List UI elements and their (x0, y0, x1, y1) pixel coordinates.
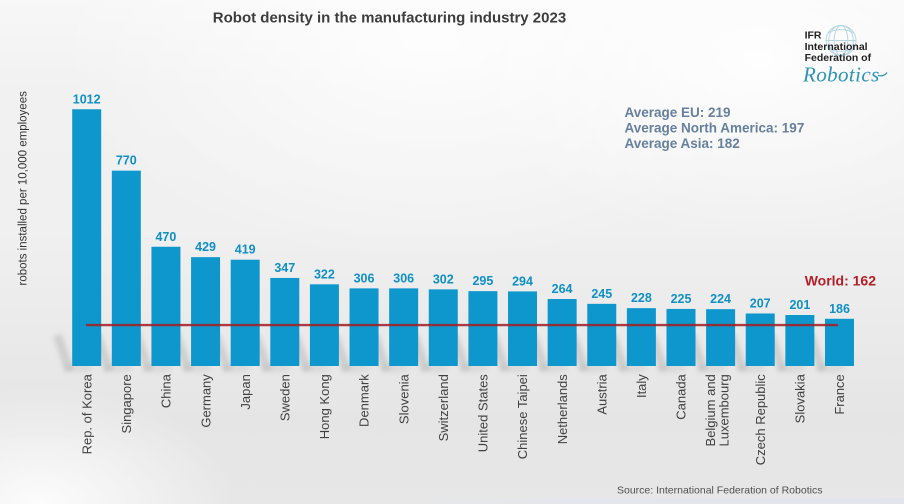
svg-text:Chinese Taipei: Chinese Taipei (515, 374, 530, 459)
svg-text:Singapore: Singapore (119, 374, 134, 433)
svg-text:Sweden: Sweden (278, 374, 293, 421)
svg-text:IFR: IFR (805, 30, 822, 42)
svg-text:Source: International Federati: Source: International Federation of Robo… (617, 485, 822, 497)
svg-text:Italy: Italy (634, 374, 649, 398)
svg-text:186: 186 (829, 302, 850, 316)
svg-text:Canada: Canada (674, 373, 689, 419)
svg-text:World: 162: World: 162 (805, 273, 877, 289)
svg-text:225: 225 (671, 292, 692, 306)
svg-text:Czech Republic: Czech Republic (753, 374, 768, 466)
svg-text:France: France (832, 374, 847, 414)
svg-text:306: 306 (354, 271, 375, 285)
svg-text:China: China (159, 373, 174, 408)
svg-text:Hong Kong: Hong Kong (317, 374, 332, 439)
svg-text:Federation of: Federation of (805, 52, 872, 64)
svg-text:429: 429 (195, 240, 216, 254)
svg-text:201: 201 (789, 298, 810, 312)
svg-text:Luxembourg: Luxembourg (717, 374, 732, 446)
svg-text:Average Asia: 182: Average Asia: 182 (625, 136, 740, 151)
svg-text:470: 470 (155, 230, 176, 244)
svg-text:Belgium and: Belgium and (703, 374, 718, 446)
svg-text:207: 207 (750, 297, 771, 311)
svg-text:International: International (805, 41, 868, 53)
svg-text:Rep. of Korea: Rep. of Korea (79, 373, 94, 454)
svg-text:347: 347 (274, 261, 295, 275)
svg-text:Denmark: Denmark (357, 374, 372, 427)
svg-text:robots installed per 10,000 em: robots installed per 10,000 employees (18, 91, 30, 286)
svg-text:322: 322 (314, 267, 335, 281)
svg-text:295: 295 (472, 274, 493, 288)
svg-text:Switzerland: Switzerland (436, 374, 451, 441)
svg-text:Japan: Japan (238, 374, 253, 409)
svg-text:Netherlands: Netherlands (555, 374, 570, 445)
svg-text:Average North America: 197: Average North America: 197 (625, 121, 805, 136)
svg-text:Slovenia: Slovenia (396, 373, 411, 424)
svg-text:419: 419 (235, 243, 256, 257)
svg-text:228: 228 (631, 291, 652, 305)
svg-text:United States: United States (476, 374, 491, 453)
svg-text:1012: 1012 (73, 92, 101, 106)
svg-text:Slovakia: Slovakia (793, 373, 808, 423)
svg-text:Germany: Germany (198, 374, 213, 428)
svg-text:770: 770 (116, 154, 137, 168)
svg-text:Robot density in the manufactu: Robot density in the manufacturing indus… (213, 10, 566, 27)
svg-text:245: 245 (591, 287, 612, 301)
svg-text:Average EU: 219: Average EU: 219 (625, 105, 731, 120)
svg-text:224: 224 (710, 292, 731, 306)
svg-text:Robotics: Robotics (802, 63, 880, 87)
svg-text:Austria: Austria (595, 373, 610, 414)
svg-text:294: 294 (512, 274, 533, 288)
svg-text:302: 302 (433, 272, 454, 286)
svg-text:264: 264 (552, 282, 573, 296)
svg-text:306: 306 (393, 271, 414, 285)
